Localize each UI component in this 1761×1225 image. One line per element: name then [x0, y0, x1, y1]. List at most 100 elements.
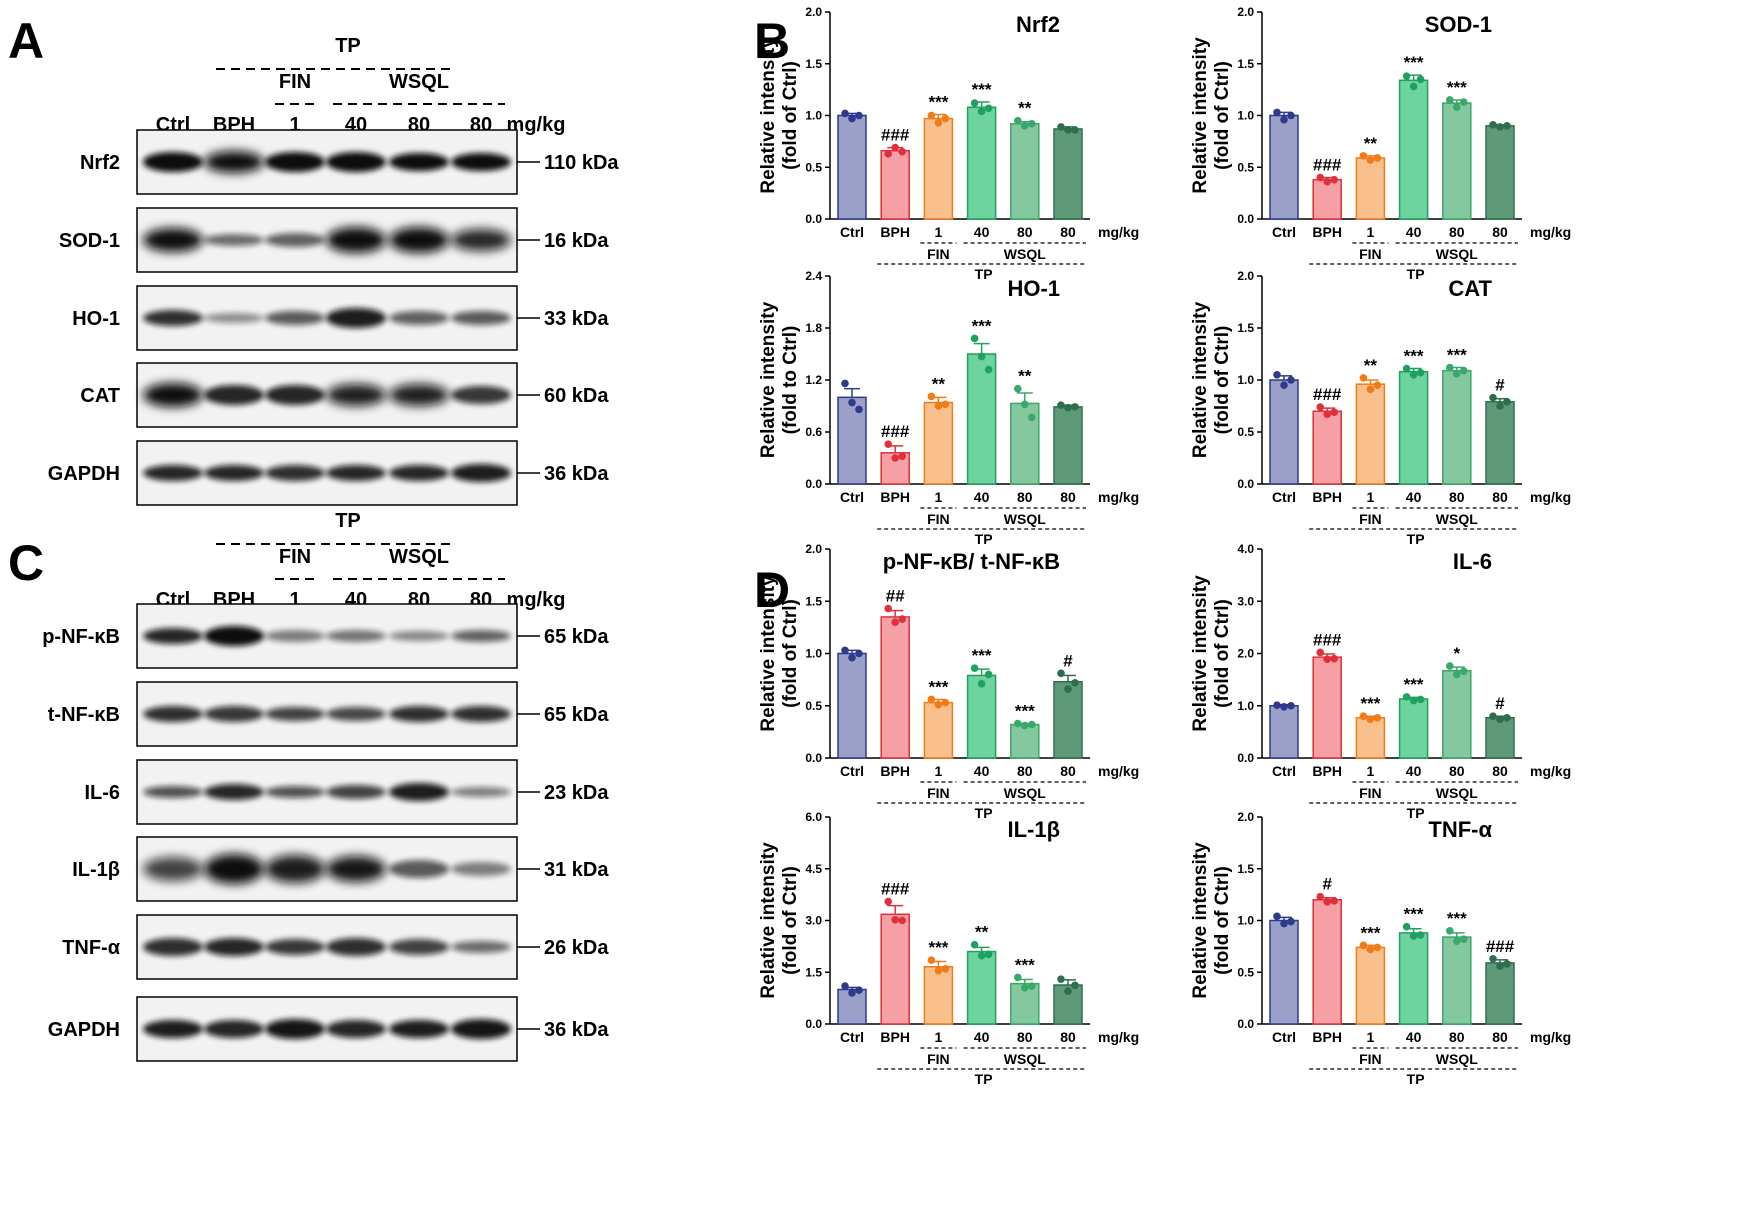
x-tick-label: BPH — [880, 1029, 910, 1045]
C-blot-label: GAPDH — [48, 1019, 120, 1041]
bar — [923, 401, 954, 485]
protein-band — [451, 311, 511, 325]
data-point — [934, 966, 943, 975]
significance-label: # — [1322, 875, 1332, 894]
data-point — [1064, 403, 1072, 412]
x-tick-label: 40 — [1406, 1029, 1422, 1045]
y-tick-label: 1.2 — [805, 373, 822, 387]
data-point — [1071, 126, 1079, 134]
significance-label: *** — [1447, 78, 1467, 97]
A-blot-row: CAT 60 kDa — [80, 362, 609, 428]
chart-title: HO-1 — [1007, 276, 1060, 301]
protein-band — [265, 855, 325, 883]
significance-label: ## — [886, 587, 905, 606]
significance-label: # — [1495, 376, 1505, 395]
protein-band — [143, 152, 203, 172]
bar-chart: 0.0 0.5 1.0 1.5 2.0 Relative intensity (fold o… — [758, 5, 1139, 282]
bar-chart: 0.0 0.5 1.0 1.5 2.0 Relative intensity (fold o… — [1190, 269, 1571, 547]
protein-band — [389, 939, 449, 955]
data-point — [970, 334, 979, 343]
data-point — [1287, 111, 1295, 120]
significance-label: ### — [1313, 630, 1342, 649]
y-tick-label: 3.0 — [805, 914, 822, 928]
protein-band — [326, 707, 386, 721]
tp-label: TP — [975, 266, 993, 282]
x-tick-label: 40 — [1406, 489, 1422, 505]
data-point — [848, 398, 856, 407]
data-point — [1064, 685, 1072, 693]
data-point — [1489, 712, 1497, 720]
A-blot-label: SOD-1 — [59, 230, 120, 252]
data-point — [1014, 384, 1022, 393]
y-tick-label: 1.0 — [1237, 914, 1254, 928]
fin-label: FIN — [1359, 511, 1382, 527]
x-tick-label: 80 — [1492, 763, 1508, 779]
x-unit-label: mg/kg — [1098, 224, 1139, 240]
bar — [837, 114, 867, 220]
bar — [1442, 936, 1472, 1025]
C-kda-label: 31 kDa — [544, 859, 609, 881]
bar — [1053, 128, 1083, 220]
bar-chart: 0.0 0.5 1.0 1.5 2.0 Relative intensity (fold o… — [1190, 5, 1571, 282]
data-point — [848, 114, 856, 123]
x-tick-label: BPH — [1312, 1029, 1342, 1045]
significance-label: *** — [928, 938, 948, 957]
C-blot-row: IL-1β 31 kDa — [72, 836, 609, 902]
data-point — [1064, 987, 1072, 996]
data-point — [1409, 82, 1418, 91]
protein-band — [143, 938, 203, 956]
chart-title: Nrf2 — [1016, 12, 1060, 37]
data-point — [1503, 713, 1511, 722]
protein-band — [204, 626, 264, 646]
y-tick-label: 0.0 — [805, 212, 822, 226]
data-point — [1409, 696, 1418, 705]
x-unit-label: mg/kg — [1098, 763, 1139, 779]
protein-band — [451, 862, 511, 876]
data-point — [1503, 122, 1511, 130]
data-point — [1366, 715, 1375, 724]
data-point — [984, 365, 993, 374]
A-blot-label: GAPDH — [48, 463, 120, 485]
significance-label: ** — [1364, 134, 1378, 153]
y-tick-label: 0.5 — [805, 160, 822, 174]
C-kda-label: 36 kDa — [544, 1019, 609, 1041]
data-point — [984, 104, 993, 113]
bar — [1442, 669, 1472, 759]
significance-label: *** — [1404, 675, 1424, 694]
y-axis-label: (fold of Ctrl) — [780, 866, 801, 975]
protein-band — [204, 706, 264, 722]
x-tick-label: 80 — [1060, 489, 1076, 505]
x-tick-label: BPH — [880, 763, 910, 779]
bar — [1312, 656, 1342, 759]
data-point — [1316, 173, 1324, 182]
bar — [1485, 962, 1515, 1025]
x-tick-label: 80 — [1017, 763, 1033, 779]
data-point — [1021, 721, 1029, 730]
protein-band — [451, 706, 511, 722]
data-point — [1402, 364, 1411, 373]
y-tick-label: 1.8 — [805, 321, 822, 335]
y-tick-label: 0.5 — [1237, 965, 1254, 979]
y-axis-label: Relative intensity — [1190, 575, 1211, 732]
data-point — [977, 107, 986, 116]
bar — [966, 353, 997, 485]
tp-label: TP — [975, 531, 993, 547]
C-blot-label: IL-1β — [72, 859, 120, 881]
data-point — [1323, 655, 1331, 664]
protein-band — [265, 233, 325, 247]
protein-band — [326, 152, 386, 172]
x-tick-label: 80 — [1449, 489, 1465, 505]
significance-label: *** — [1447, 346, 1467, 365]
bar — [880, 149, 910, 220]
data-point — [934, 402, 943, 410]
wsql-label: WSQL — [1436, 785, 1478, 801]
significance-label: # — [1063, 651, 1073, 670]
y-tick-label: 0.0 — [805, 477, 822, 491]
fin-label: FIN — [927, 511, 950, 527]
significance-label: *** — [928, 677, 948, 696]
data-point — [1273, 371, 1281, 379]
y-tick-label: 0.5 — [805, 699, 822, 713]
data-point — [891, 916, 899, 924]
A-tp-label: TP — [335, 35, 361, 57]
